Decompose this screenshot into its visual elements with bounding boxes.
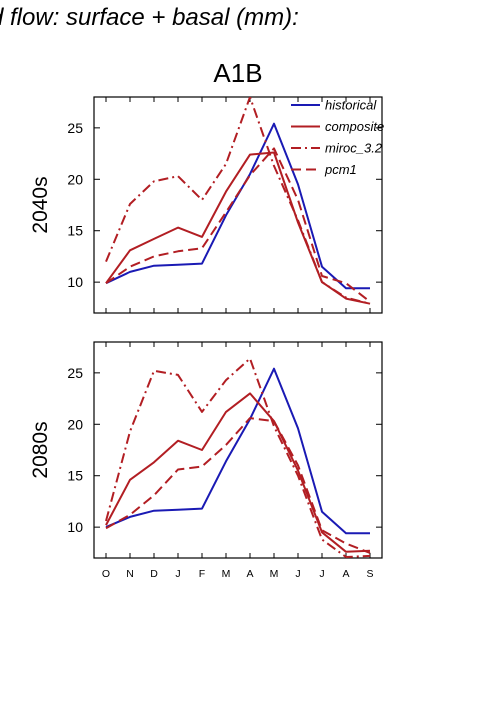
- scenario-title: A1B: [213, 58, 262, 88]
- series-line-pcm1: [105, 147, 371, 303]
- row-label-2080s: 2080s: [29, 421, 52, 478]
- y-tick-label: 25: [67, 120, 83, 136]
- series-group: [105, 97, 371, 305]
- y-tick-label: 15: [67, 468, 83, 484]
- series-line-historical: [105, 367, 370, 535]
- legend-label: miroc_3.2: [325, 141, 383, 156]
- x-tick-label: J: [175, 568, 180, 580]
- x-tick-label: S: [366, 568, 373, 580]
- legend: historical composite miroc_3.2 pcm1: [291, 98, 384, 177]
- series-line-pcm1: [105, 417, 371, 554]
- legend-label: pcm1: [324, 162, 357, 177]
- y-tick-label: 15: [67, 223, 83, 239]
- x-tick-label: M: [222, 568, 231, 580]
- row-label-2040s: 2040s: [29, 176, 52, 233]
- y-tick-label: 25: [67, 365, 83, 381]
- legend-label: historical: [325, 98, 377, 113]
- x-tick-label: M: [270, 568, 279, 580]
- x-tick-label: J: [295, 568, 300, 580]
- series-line-composite: [105, 151, 371, 305]
- x-tick-label: O: [102, 568, 110, 580]
- x-tick-label: F: [199, 568, 205, 580]
- y-tick-label: 10: [67, 274, 83, 290]
- legend-label: composite: [325, 119, 384, 134]
- x-tick-label: J: [319, 568, 324, 580]
- plot-frame: [93, 341, 383, 559]
- x-tick-label: D: [150, 568, 158, 580]
- plot-frame: [93, 96, 383, 314]
- series-group: [105, 357, 371, 558]
- series-line-composite: [105, 392, 371, 553]
- figure-header-text: d flow: surface + basal (mm):: [0, 4, 299, 31]
- panels-layer: 10 15 20 25 2040s historical composite miroc_3.…: [29, 96, 384, 580]
- y-tick-label: 10: [67, 519, 83, 535]
- x-tick-label: A: [342, 568, 349, 580]
- y-tick-label: 20: [67, 416, 83, 432]
- series-line-miroc-3-2: [105, 97, 371, 305]
- panel-2080s: 10 15 20 25 O N D J F M A M J J A S 2080s: [29, 341, 383, 580]
- panel-2040s: 10 15 20 25 2040s historical composite miroc_3.…: [29, 96, 384, 314]
- y-tick-label: 20: [67, 171, 83, 187]
- series-line-miroc-3-2: [105, 357, 371, 558]
- x-tick-label: A: [246, 568, 253, 580]
- x-tick-label: N: [126, 568, 134, 580]
